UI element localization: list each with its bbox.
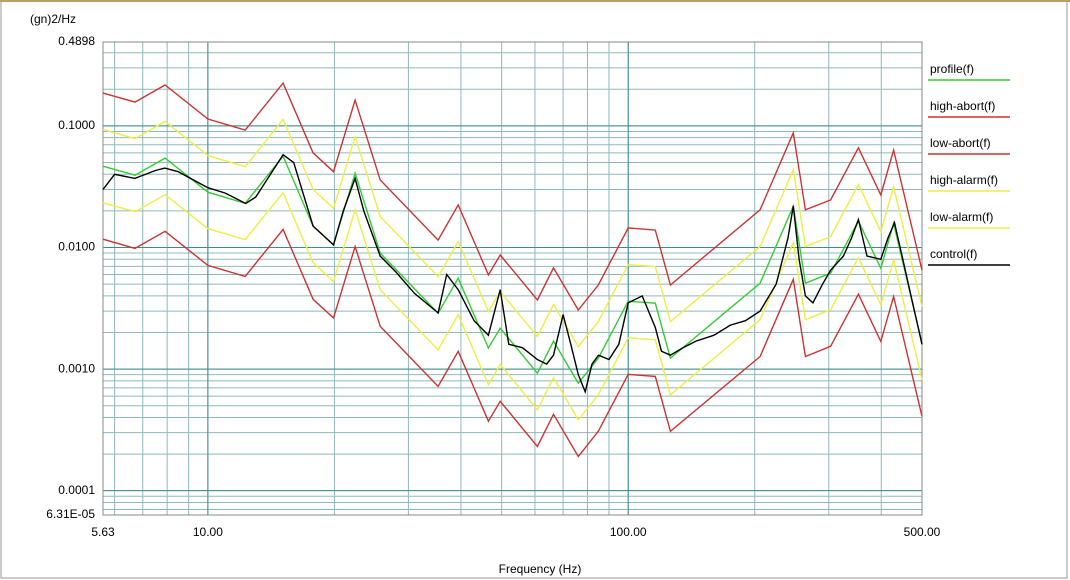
series-line <box>102 81 923 312</box>
series-line <box>102 118 923 348</box>
y-tick-label: 0.1000 <box>58 118 95 132</box>
x-tick-label: 10.00 <box>193 525 223 539</box>
y-tick-label: 0.0001 <box>58 483 95 497</box>
legend-label: high-alarm(f) <box>930 173 998 187</box>
legend-label: high-abort(f) <box>930 99 995 113</box>
y-tick-label: 0.4898 <box>58 34 95 48</box>
series-line <box>102 154 923 385</box>
x-tick-label: 100.00 <box>610 525 647 539</box>
y-tick-label: 6.31E-05 <box>46 507 95 521</box>
series-line <box>102 153 923 395</box>
x-tick-label: 500.00 <box>904 525 941 539</box>
x-tick-label: 5.63 <box>91 525 115 539</box>
legend-label: low-abort(f) <box>930 136 991 150</box>
x-axis-label: Frequency (Hz) <box>499 562 582 576</box>
series-line <box>102 191 923 422</box>
legend-label: control(f) <box>930 247 977 261</box>
y-axis-label: (gn)2/Hz <box>30 12 76 26</box>
y-tick-label: 0.0010 <box>58 361 95 375</box>
series-line <box>102 228 923 458</box>
legend-label: profile(f) <box>930 62 974 76</box>
plot-border <box>102 41 923 516</box>
legend-label: low-alarm(f) <box>930 210 993 224</box>
y-tick-label: 0.0100 <box>58 240 95 254</box>
